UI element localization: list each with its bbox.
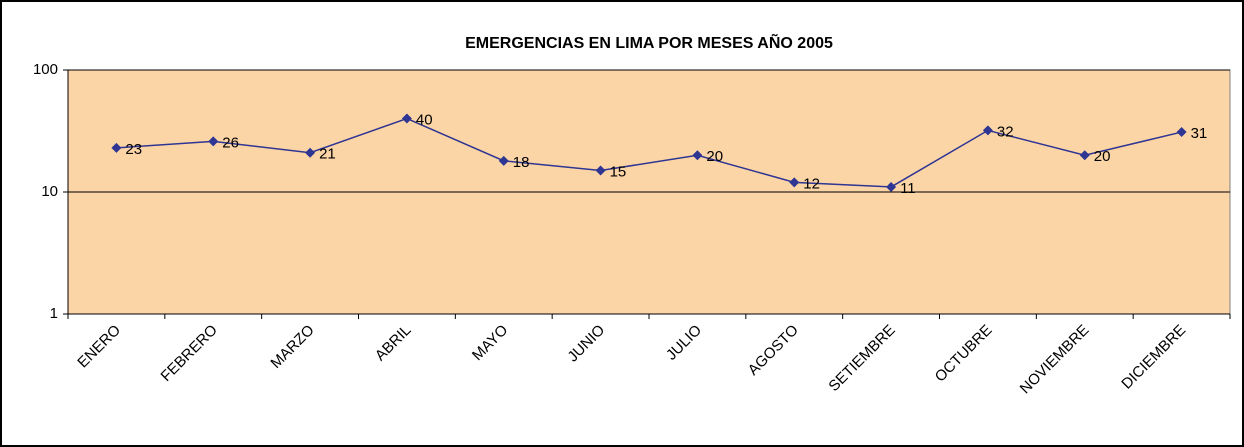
data-label: 15 (610, 163, 627, 180)
data-label: 32 (997, 123, 1014, 140)
data-label: 20 (706, 148, 723, 165)
marker (1079, 150, 1090, 161)
marker (208, 136, 219, 147)
y-tick-label: 10 (41, 183, 58, 200)
data-label: 12 (803, 175, 820, 192)
marker (886, 181, 897, 192)
marker (595, 165, 606, 176)
y-tick-label: 1 (50, 305, 58, 322)
y-tick-label: 100 (33, 61, 58, 78)
marker (498, 155, 509, 166)
data-label: 23 (125, 141, 142, 158)
chart-title: EMERGENCIAS EN LIMA POR MESES AÑO 2005 (465, 32, 833, 52)
marker (305, 147, 316, 158)
marker (982, 125, 993, 136)
data-label: 26 (222, 134, 239, 151)
marker (111, 142, 122, 153)
data-label: 31 (1191, 125, 1208, 142)
data-label: 18 (513, 154, 530, 171)
data-label: 40 (416, 112, 433, 129)
marker (401, 113, 412, 124)
data-label: 11 (900, 180, 916, 197)
data-label: 20 (1094, 148, 1111, 165)
data-label: 21 (319, 146, 336, 163)
line (116, 117, 1182, 188)
marker (789, 177, 800, 188)
marker (1176, 127, 1187, 138)
marker (692, 150, 703, 161)
